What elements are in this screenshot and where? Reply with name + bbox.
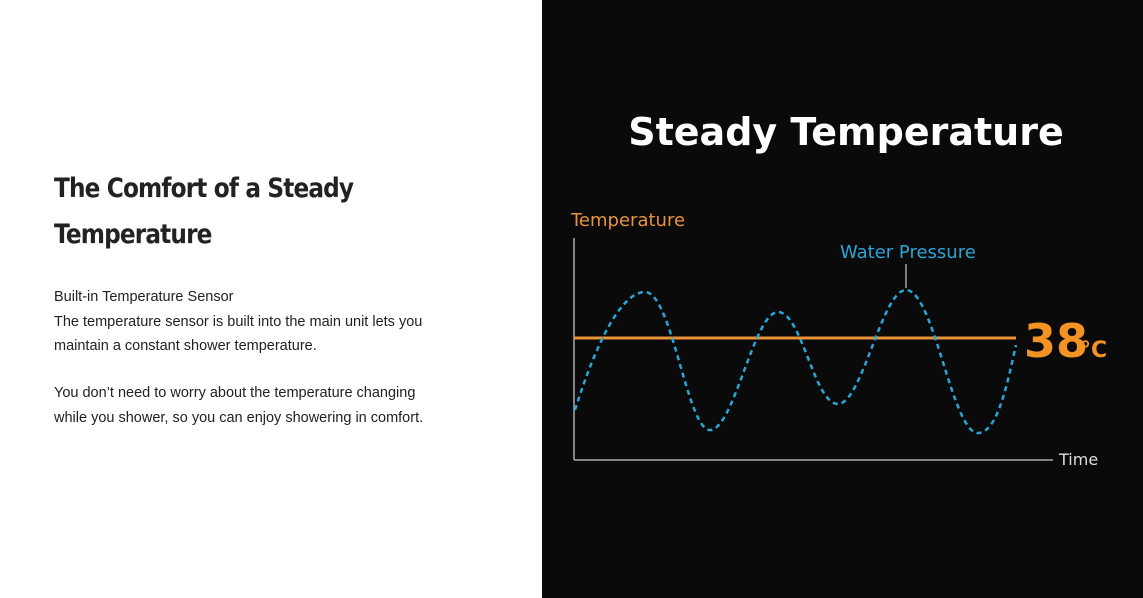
- subheading: Built-in Temperature Sensor: [54, 289, 234, 305]
- temperature-unit: °C: [1080, 338, 1107, 363]
- diagram: Steady Temperature Temperature Time Wate…: [570, 110, 1107, 469]
- diagram-title: Steady Temperature: [628, 110, 1063, 154]
- paragraph: You don’t need to worry about the temper…: [54, 381, 434, 430]
- temperature-value: 38: [1024, 314, 1088, 368]
- x-axis-label: Time: [1058, 450, 1098, 469]
- curve-label: Water Pressure: [840, 242, 976, 263]
- heading: The Comfort of a Steady Temperature: [54, 173, 354, 250]
- water-pressure-wave: [573, 288, 1018, 435]
- diagram-panel: Steady Temperature Temperature Time Wate…: [542, 0, 1143, 598]
- text-panel: The Comfort of a Steady Temperature Buil…: [0, 0, 542, 598]
- paragraph-text: You don’t need to worry about the temper…: [54, 385, 424, 426]
- y-axis-label: Temperature: [570, 210, 685, 231]
- paragraph-text: The temperature sensor is built into the…: [54, 313, 423, 355]
- paragraph: Built-in Temperature Sensor The temperat…: [54, 285, 434, 359]
